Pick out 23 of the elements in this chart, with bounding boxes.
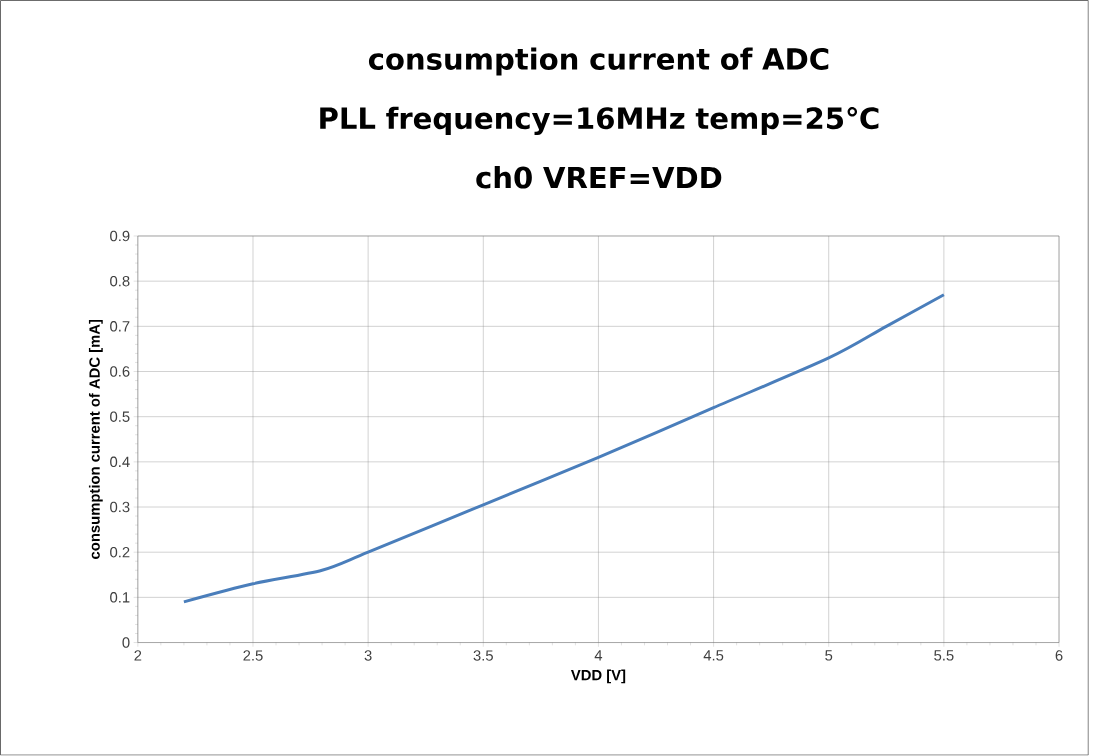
x-tick-label: 2: [134, 650, 142, 661]
x-tick-label: 4: [594, 650, 603, 661]
x-axis-title: VDD [V]: [570, 669, 626, 684]
y-axis-title: consumption current of ADC [mA]: [88, 320, 103, 560]
x-tick-label: 3.5: [473, 650, 493, 661]
y-tick-label: 0: [122, 637, 130, 648]
x-tick-label: 3: [364, 650, 372, 661]
x-tick-label: 5: [825, 650, 833, 661]
x-tick-label: 6: [1055, 650, 1063, 661]
y-tick-label: 0.4: [110, 456, 130, 468]
y-tick-label: 0.1: [110, 592, 130, 603]
x-tick-label: 2.5: [243, 650, 263, 661]
y-tick-label: 0.6: [110, 366, 130, 377]
y-tick-label: 0.9: [110, 230, 130, 242]
x-tick-label: 4.5: [703, 650, 724, 661]
line-series: [182, 293, 946, 604]
y-tick-label: 0.3: [110, 501, 130, 513]
x-tick-label: 5.5: [934, 650, 954, 661]
y-tick-label: 0.8: [110, 276, 130, 287]
y-tick-label: 0.5: [110, 411, 130, 423]
chart-title: consumption current of ADC PLL frequency=16MHz temp=25℃ ch0 VREF=VDD: [320, 47, 879, 189]
y-tick-label: 0.2: [110, 547, 130, 558]
y-tick-label: 0.7: [110, 321, 130, 332]
